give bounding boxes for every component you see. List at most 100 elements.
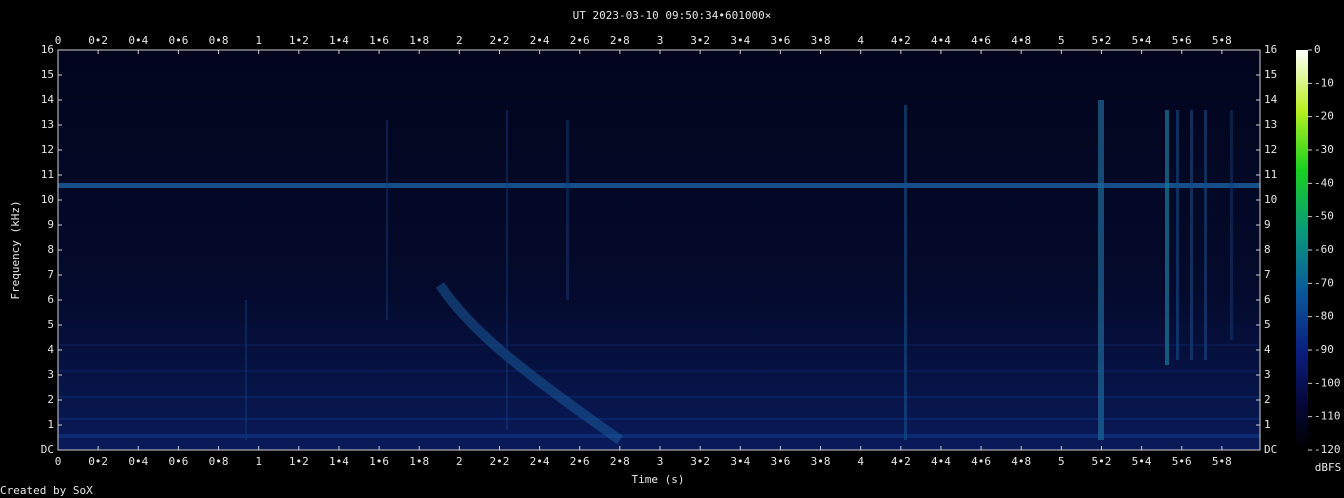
x-tick-label: 0•2 bbox=[88, 455, 108, 468]
y-tick-label: 5 bbox=[47, 318, 54, 331]
x-tick-label: 1•6 bbox=[369, 455, 389, 468]
x-tick-label: 1•6 bbox=[369, 34, 389, 47]
colorbar-tick-label: -60 bbox=[1314, 243, 1334, 256]
y-tick-label: 13 bbox=[41, 118, 54, 131]
y-axis-label: Frequency (kHz) bbox=[9, 200, 22, 299]
y-tick-label: 15 bbox=[1264, 68, 1277, 81]
x-tick-label: 5 bbox=[1058, 34, 1065, 47]
y-tick-label: 7 bbox=[47, 268, 54, 281]
y-tick-label: 16 bbox=[1264, 43, 1277, 56]
x-tick-label: 5 bbox=[1058, 455, 1065, 468]
y-tick-label: 15 bbox=[41, 68, 54, 81]
y-tick-label: 8 bbox=[47, 243, 54, 256]
colorbar-tick-label: -10 bbox=[1314, 76, 1334, 89]
y-tick-label: 9 bbox=[1264, 218, 1271, 231]
colorbar-tick-label: -50 bbox=[1314, 210, 1334, 223]
spectrogram bbox=[58, 50, 1260, 450]
x-tick-label: 0•4 bbox=[128, 34, 148, 47]
x-tick-label: 4•6 bbox=[971, 34, 991, 47]
chart-title: UT 2023-03-10 09:50:34•601000× bbox=[573, 9, 772, 22]
x-tick-label: 3•6 bbox=[770, 34, 790, 47]
x-tick-label: 1•2 bbox=[289, 34, 309, 47]
x-tick-label: 2•8 bbox=[610, 455, 630, 468]
x-tick-label: 0•8 bbox=[209, 34, 229, 47]
x-tick-label: 0•6 bbox=[168, 455, 188, 468]
x-tick-label: 3 bbox=[657, 455, 664, 468]
x-tick-label: 5•6 bbox=[1172, 34, 1192, 47]
x-tick-label: 2•8 bbox=[610, 34, 630, 47]
x-tick-label: 1•4 bbox=[329, 34, 349, 47]
colorbar-tick-label: -40 bbox=[1314, 176, 1334, 189]
x-tick-label: 4 bbox=[857, 455, 864, 468]
y-tick-label: 16 bbox=[41, 43, 54, 56]
x-tick-label: 1•4 bbox=[329, 455, 349, 468]
colorbar-tick-label: -100 bbox=[1314, 376, 1341, 389]
y-tick-label: 10 bbox=[41, 193, 54, 206]
y-tick-label: 11 bbox=[41, 168, 54, 181]
x-tick-label: 3•2 bbox=[690, 34, 710, 47]
x-tick-label: 4•8 bbox=[1011, 34, 1031, 47]
y-tick-label: 8 bbox=[1264, 243, 1271, 256]
x-tick-label: 2•6 bbox=[570, 455, 590, 468]
y-tick-label: 3 bbox=[1264, 368, 1271, 381]
x-tick-label: 4•8 bbox=[1011, 455, 1031, 468]
x-tick-label: 0 bbox=[55, 455, 62, 468]
x-tick-label: 1 bbox=[255, 455, 262, 468]
y-tick-label: 3 bbox=[47, 368, 54, 381]
x-tick-label: 5•8 bbox=[1212, 455, 1232, 468]
x-tick-label: 2•2 bbox=[490, 455, 510, 468]
x-tick-label: 5•8 bbox=[1212, 34, 1232, 47]
y-tick-label: 6 bbox=[1264, 293, 1271, 306]
y-tick-label: 2 bbox=[1264, 393, 1271, 406]
x-tick-label: 3•8 bbox=[811, 34, 831, 47]
y-tick-label: 7 bbox=[1264, 268, 1271, 281]
y-tick-label: 14 bbox=[41, 93, 55, 106]
x-tick-label: 0 bbox=[55, 34, 62, 47]
colorbar-tick-label: -120 bbox=[1314, 443, 1341, 456]
x-tick-label: 1•8 bbox=[409, 455, 429, 468]
x-tick-label: 2•6 bbox=[570, 34, 590, 47]
y-tick-label: 6 bbox=[47, 293, 54, 306]
x-tick-label: 4•4 bbox=[931, 34, 951, 47]
x-tick-label: 3•8 bbox=[811, 455, 831, 468]
x-tick-label: 3•2 bbox=[690, 455, 710, 468]
footer: Created by SoX bbox=[0, 484, 93, 497]
x-tick-label: 5•2 bbox=[1092, 455, 1112, 468]
y-tick-label: 1 bbox=[47, 418, 54, 431]
colorbar-label: dBFS bbox=[1315, 461, 1342, 474]
y-tick-label: 12 bbox=[41, 143, 54, 156]
x-tick-label: 2•4 bbox=[530, 34, 550, 47]
colorbar-tick-label: -70 bbox=[1314, 276, 1334, 289]
y-tick-label: 11 bbox=[1264, 168, 1277, 181]
x-tick-label: 1•2 bbox=[289, 455, 309, 468]
colorbar-tick-label: -30 bbox=[1314, 143, 1334, 156]
y-tick-label: DC bbox=[41, 443, 54, 456]
x-tick-label: 0•8 bbox=[209, 455, 229, 468]
x-tick-label: 4•2 bbox=[891, 34, 911, 47]
y-tick-label: 4 bbox=[47, 343, 54, 356]
x-tick-label: 2•4 bbox=[530, 455, 550, 468]
y-tick-label: DC bbox=[1264, 443, 1277, 456]
x-tick-label: 2•2 bbox=[490, 34, 510, 47]
y-tick-label: 14 bbox=[1264, 93, 1278, 106]
colorbar-tick-label: 0 bbox=[1314, 43, 1321, 56]
colorbar bbox=[1296, 50, 1308, 450]
y-tick-label: 5 bbox=[1264, 318, 1271, 331]
x-tick-label: 4•4 bbox=[931, 455, 951, 468]
x-tick-label: 3 bbox=[657, 34, 664, 47]
x-tick-label: 3•4 bbox=[730, 34, 750, 47]
x-tick-label: 2 bbox=[456, 34, 463, 47]
x-tick-label: 3•6 bbox=[770, 455, 790, 468]
y-tick-label: 1 bbox=[1264, 418, 1271, 431]
colorbar-tick-label: -80 bbox=[1314, 310, 1334, 323]
y-tick-label: 9 bbox=[47, 218, 54, 231]
x-tick-label: 3•4 bbox=[730, 455, 750, 468]
y-tick-label: 10 bbox=[1264, 193, 1277, 206]
x-tick-label: 1•8 bbox=[409, 34, 429, 47]
y-tick-label: 12 bbox=[1264, 143, 1277, 156]
colorbar-tick-label: -20 bbox=[1314, 110, 1334, 123]
x-tick-label: 0•2 bbox=[88, 34, 108, 47]
x-axis-label: Time (s) bbox=[632, 473, 685, 486]
x-tick-label: 4•2 bbox=[891, 455, 911, 468]
